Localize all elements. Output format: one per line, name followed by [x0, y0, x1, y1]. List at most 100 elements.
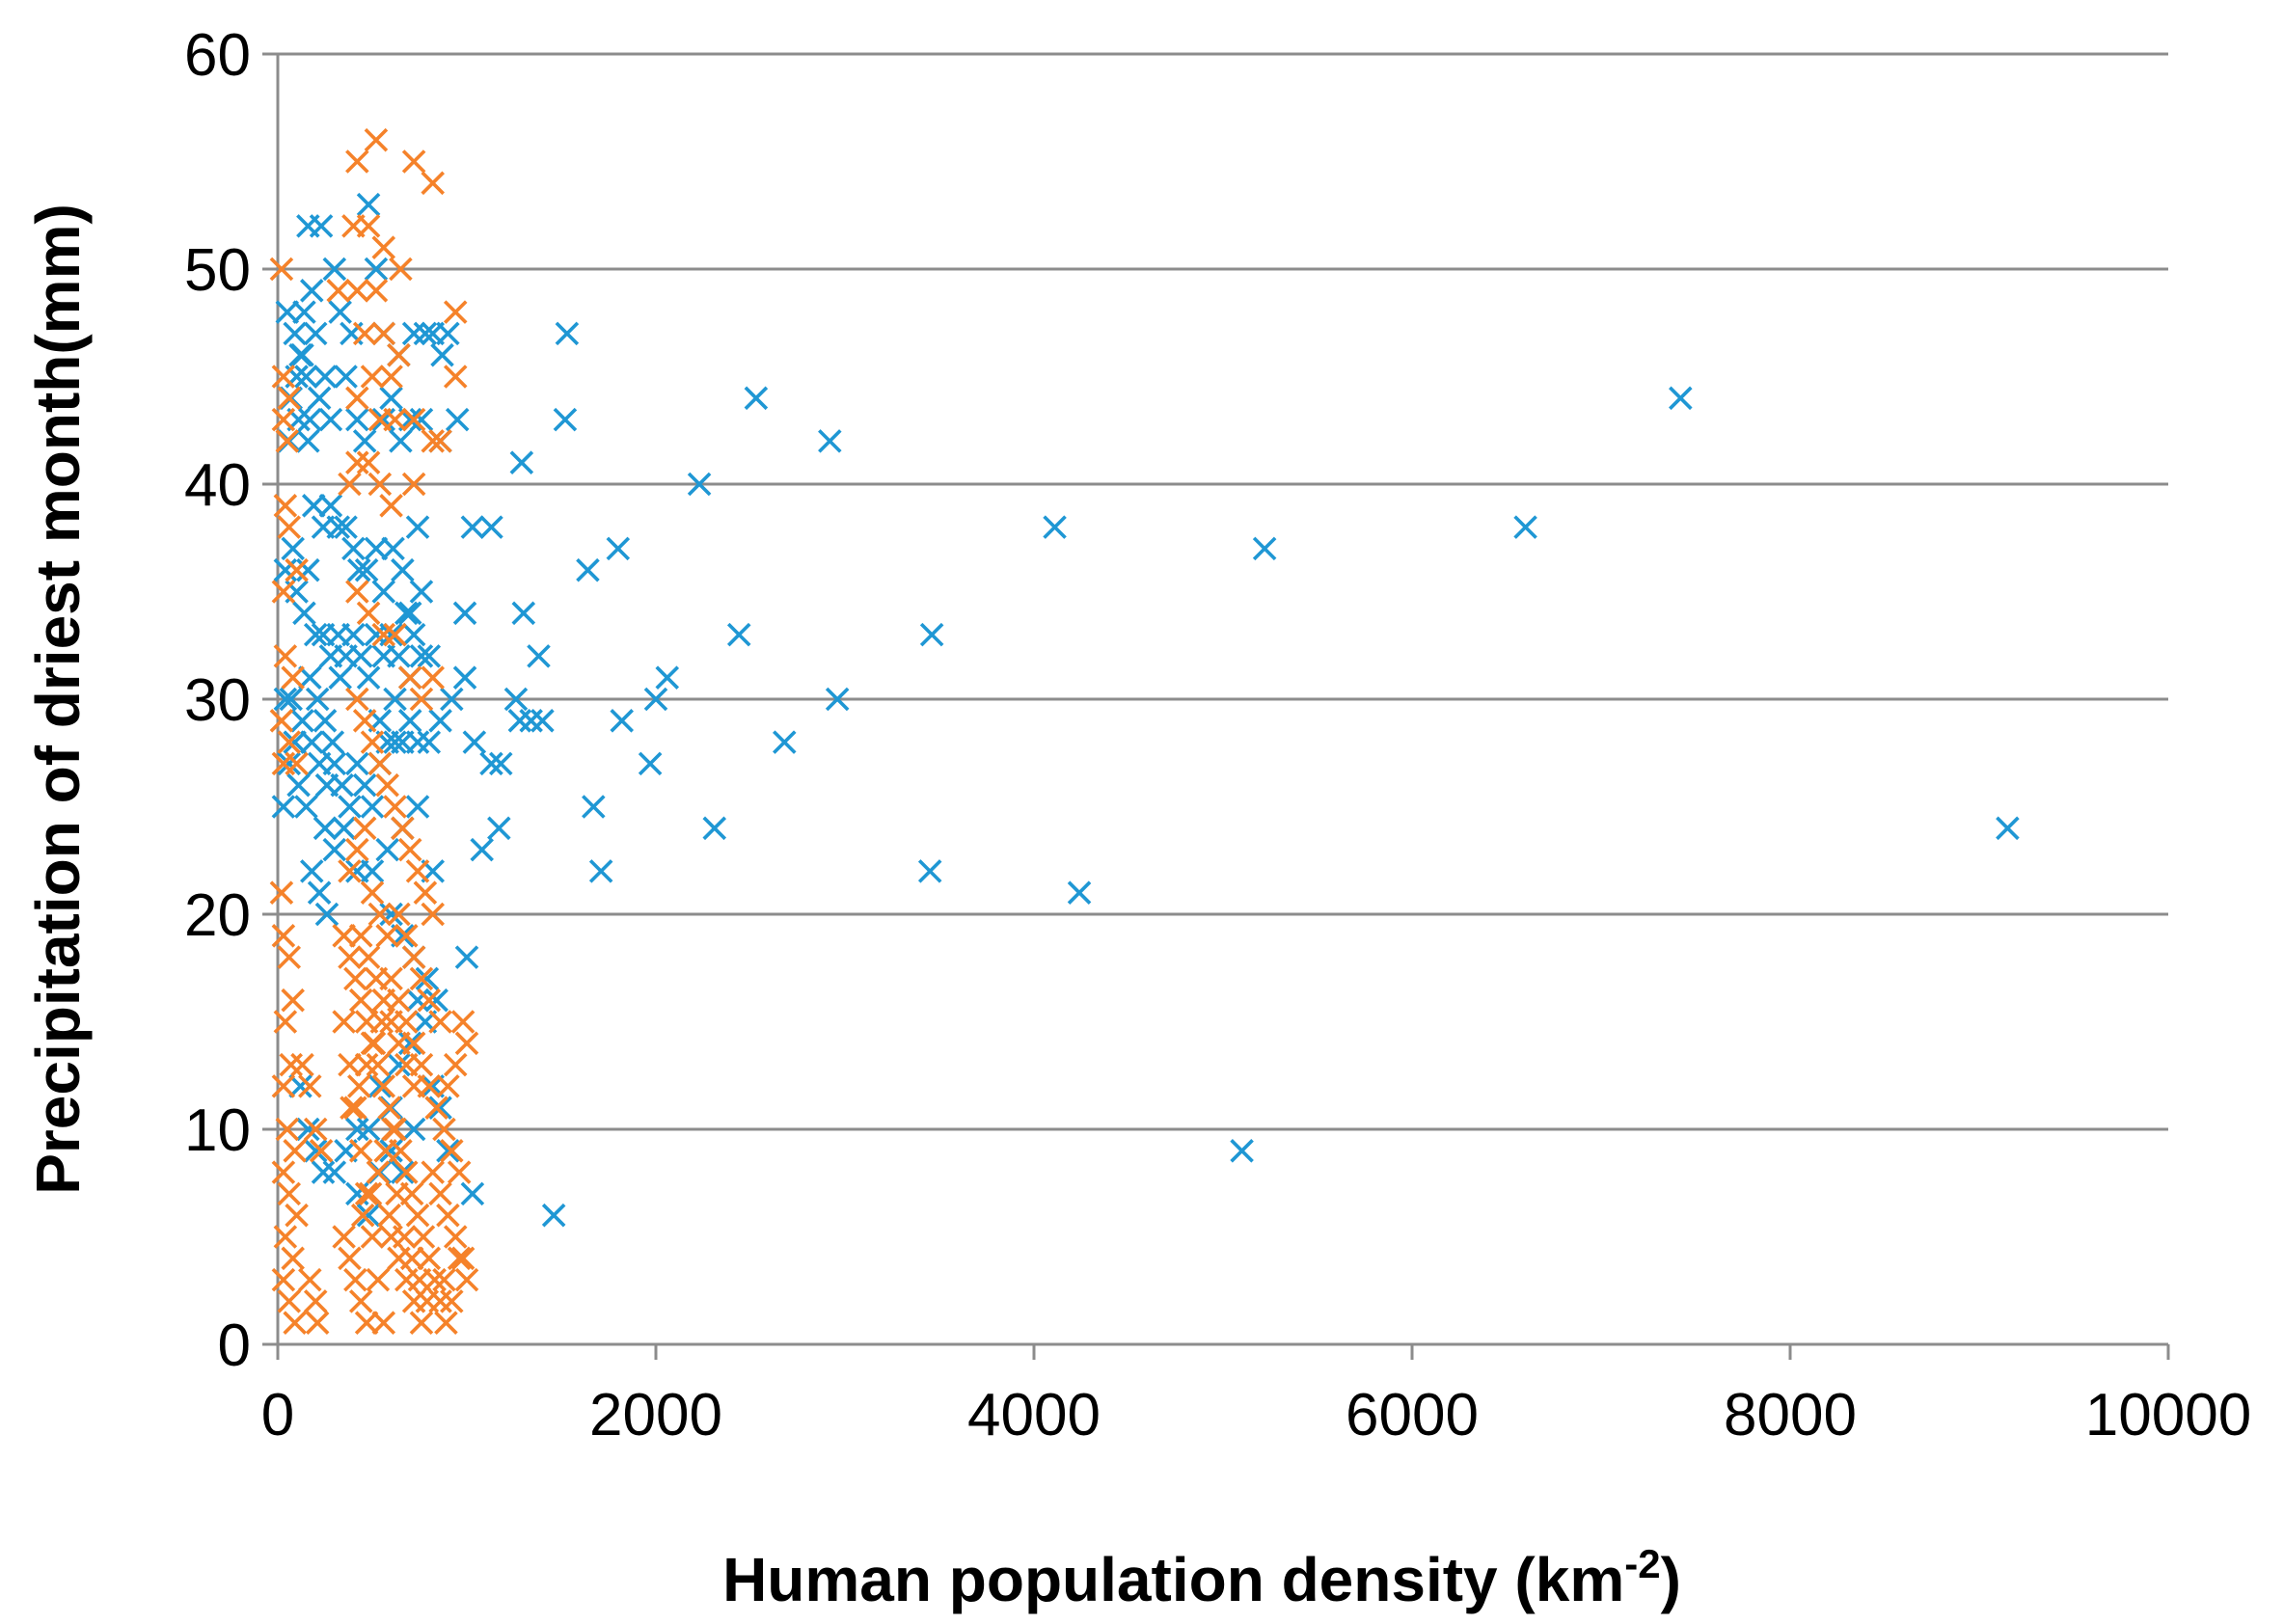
data-point	[271, 1160, 296, 1184]
data-point	[375, 772, 399, 798]
y-tick-label: 0	[218, 1313, 251, 1379]
data-point	[322, 751, 347, 776]
data-point	[360, 880, 385, 905]
data-point	[460, 1181, 485, 1206]
data-point	[391, 816, 415, 841]
data-point	[364, 279, 389, 303]
data-point	[409, 1311, 434, 1335]
data-point	[379, 386, 403, 411]
data-point	[277, 1181, 302, 1206]
data-point	[454, 945, 479, 969]
data-point	[343, 1096, 367, 1120]
data-point	[541, 1203, 566, 1228]
data-point	[283, 1311, 307, 1335]
data-point	[326, 515, 350, 539]
data-point	[379, 902, 403, 927]
data-point	[332, 816, 356, 841]
data-point	[303, 1289, 328, 1313]
data-point	[638, 751, 663, 776]
data-point	[298, 665, 322, 690]
data-point	[428, 1181, 452, 1206]
data-point	[385, 1181, 409, 1206]
data-point	[279, 1052, 303, 1077]
data-point	[345, 149, 369, 174]
data-point	[367, 902, 393, 927]
data-point	[470, 837, 494, 862]
data-point	[318, 494, 343, 518]
data-point	[383, 730, 407, 754]
data-point	[394, 1052, 419, 1077]
data-point	[345, 386, 369, 411]
data-point	[371, 321, 396, 346]
data-point	[387, 1031, 411, 1056]
data-point	[1067, 880, 1092, 905]
data-point	[273, 1225, 298, 1249]
data-point	[296, 429, 320, 453]
data-point	[606, 536, 631, 561]
data-point	[415, 1289, 440, 1313]
data-point	[421, 902, 445, 927]
data-point	[352, 321, 377, 346]
data-point	[375, 837, 399, 862]
data-point	[436, 1203, 460, 1228]
data-point	[511, 601, 536, 626]
data-point	[354, 1311, 379, 1335]
data-point	[345, 407, 369, 432]
data-point	[322, 837, 347, 862]
data-point	[320, 730, 345, 754]
data-point	[409, 687, 434, 712]
data-point	[399, 1246, 424, 1271]
data-point	[405, 730, 430, 754]
data-point	[401, 407, 426, 432]
data-point	[273, 494, 298, 518]
data-point	[338, 945, 362, 969]
data-point	[338, 1052, 362, 1077]
data-point	[352, 772, 377, 798]
data-point	[348, 1139, 373, 1163]
data-point	[338, 472, 362, 497]
data-point	[389, 257, 413, 282]
axes	[262, 52, 2170, 1360]
x-tick-label: 10000	[2085, 1382, 2251, 1448]
data-point	[313, 816, 338, 841]
data-point	[377, 1096, 401, 1120]
data-point	[360, 1225, 385, 1249]
data-point	[393, 1225, 417, 1249]
data-point	[417, 988, 442, 1013]
y-tick-label: 10	[184, 1097, 251, 1164]
data-point	[381, 1117, 405, 1142]
data-point	[405, 988, 430, 1013]
data-point	[818, 429, 842, 453]
data-point	[354, 1052, 379, 1077]
data-point	[277, 730, 302, 754]
data-point	[452, 665, 477, 690]
data-point	[375, 924, 399, 948]
data-point	[428, 709, 452, 733]
data-point	[313, 365, 338, 389]
data-point	[369, 1010, 394, 1034]
data-point	[356, 1117, 381, 1142]
data-point	[285, 1203, 309, 1228]
data-point	[825, 687, 850, 712]
data-point	[387, 1052, 411, 1077]
data-point	[1230, 1139, 1254, 1163]
data-point	[415, 966, 440, 991]
data-point	[348, 924, 373, 948]
data-point	[290, 1052, 314, 1077]
y-tick-label: 30	[184, 667, 251, 734]
data-point	[371, 1074, 396, 1098]
data-point	[309, 1139, 334, 1163]
data-point	[373, 1139, 397, 1163]
data-point	[303, 321, 328, 346]
data-point	[360, 795, 385, 819]
data-point	[290, 342, 314, 367]
data-point	[296, 1117, 320, 1142]
data-point	[440, 1289, 464, 1313]
data-point	[347, 1074, 371, 1098]
data-point	[530, 709, 555, 733]
data-point	[432, 1267, 456, 1292]
data-point	[919, 622, 944, 647]
data-point	[397, 1031, 422, 1056]
data-point	[269, 880, 294, 905]
data-point	[294, 365, 318, 389]
